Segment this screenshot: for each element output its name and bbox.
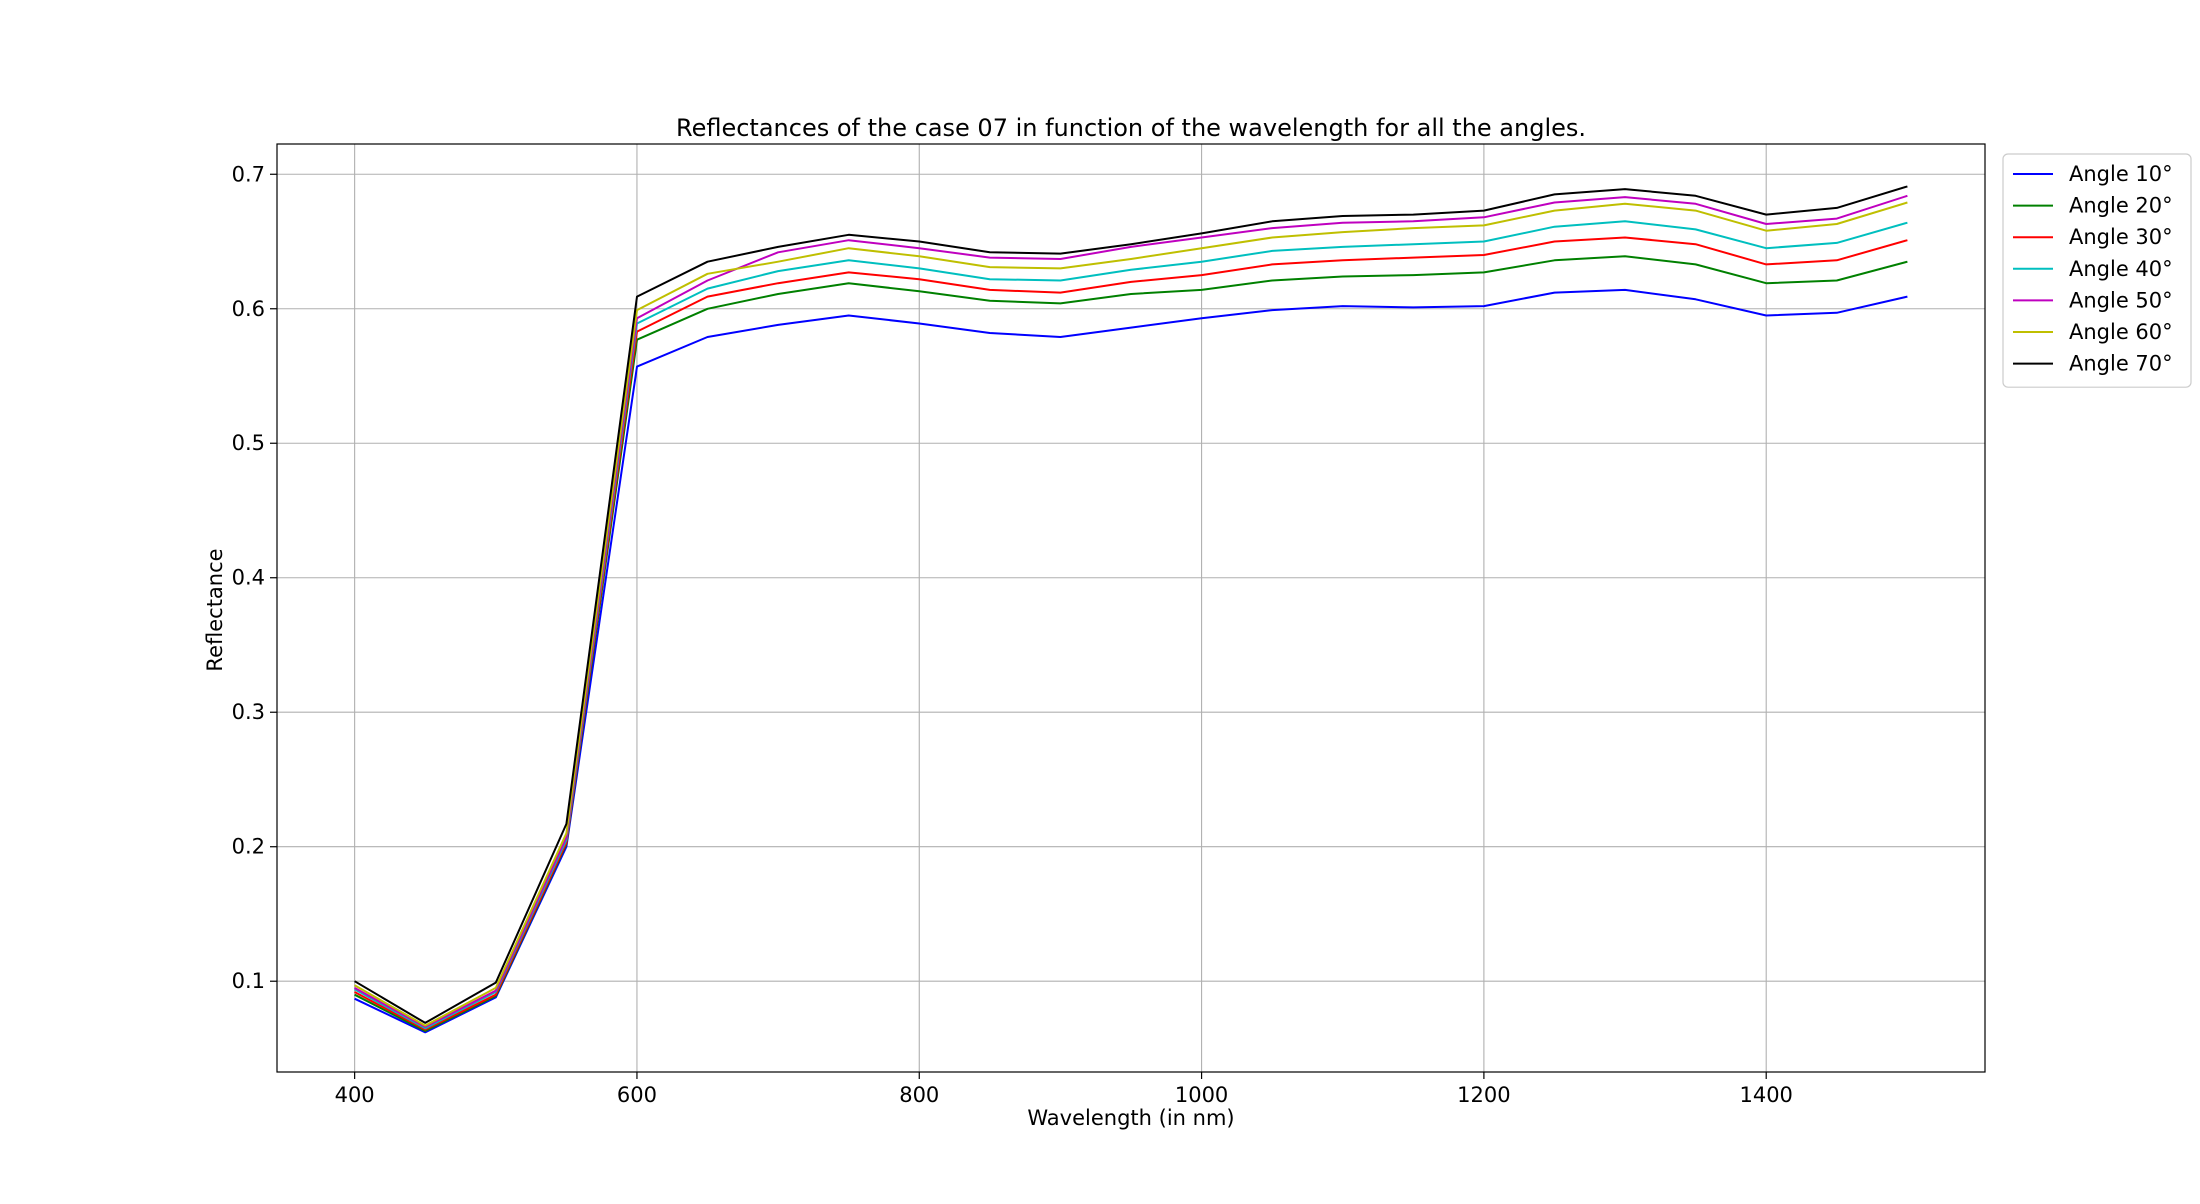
x-tick-label: 600 [617,1083,657,1107]
legend: Angle 10° Angle 20° Angle 30° Angle 40° Angl… [2002,153,2192,388]
legend-label: Angle 60° [2069,320,2173,344]
series-line [354,288,1908,1034]
legend-label: Angle 70° [2069,352,2173,376]
series-lines [354,185,1908,1034]
y-tick-label: 0.4 [232,566,265,590]
legend-label: Angle 40° [2069,257,2173,281]
y-tick-label: 0.5 [232,431,265,455]
y-tick-label: 0.7 [232,162,265,186]
x-tick-label: 1400 [1739,1083,1792,1107]
y-axis-label: Reflectance [203,548,227,671]
axis-ticks: 400 600 800 1000 1200 1400 0.1 0.2 0.3 0.4 0.5 0.6 0… [232,162,1793,1107]
x-tick-label: 400 [335,1083,375,1107]
y-tick-label: 0.1 [232,969,265,993]
y-tick-label: 0.2 [232,835,265,859]
y-tick-label: 0.3 [232,700,265,724]
legend-label: Angle 20° [2069,194,2173,218]
legend-frame [2002,153,2192,388]
legend-label: Angle 10° [2069,162,2173,186]
grid-lines [277,144,1985,1072]
series-line [354,201,1908,1027]
x-axis-label: Wavelength (in nm) [1027,1106,1234,1130]
x-tick-label: 800 [899,1083,939,1107]
plot-area-frame [276,143,1986,1073]
legend-label: Angle 50° [2069,288,2173,312]
chart-title: Reflectances of the case 07 in function … [676,114,1586,142]
x-tick-label: 1000 [1175,1083,1228,1107]
series-line [354,185,1908,1024]
legend-label: Angle 30° [2069,225,2173,249]
y-tick-label: 0.6 [232,297,265,321]
x-tick-label: 1200 [1457,1083,1510,1107]
